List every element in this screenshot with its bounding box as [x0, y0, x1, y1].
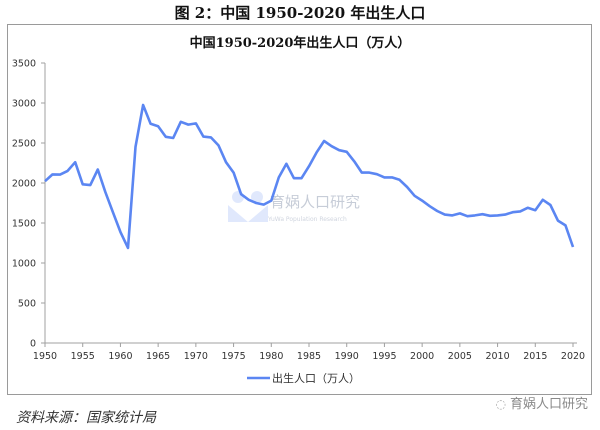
y-tick-label: 3500 [12, 59, 36, 70]
y-tick-label: 1500 [12, 219, 36, 230]
x-tick-label: 1965 [146, 351, 170, 362]
y-tick-label: 3000 [12, 99, 36, 110]
x-tick-label: 2000 [410, 351, 434, 362]
y-tick-label: 500 [18, 299, 36, 310]
bottom-watermark-text: 育娲人口研究 [509, 397, 588, 412]
chart-frame [7, 24, 592, 395]
series-line-births [44, 103, 575, 250]
x-tick-label: 1995 [372, 351, 396, 362]
x-tick-label: 1975 [221, 351, 245, 362]
center-watermark: 育娲人口研究 YuWa Population Research [228, 191, 360, 223]
chart-title: 中国1950-2020年出生人口（万人） [190, 35, 411, 51]
watermark-subtext: YuWa Population Research [267, 216, 347, 223]
x-tick-label: 1980 [259, 351, 283, 362]
x-tick-label: 1985 [297, 351, 321, 362]
x-tick-label: 2005 [448, 351, 472, 362]
x-tick-label: 2020 [561, 351, 585, 362]
wechat-icon: ◌ [495, 397, 506, 411]
y-tick-label: 0 [30, 339, 36, 350]
x-tick-label: 1950 [33, 351, 57, 362]
y-tick-label: 2500 [12, 139, 36, 150]
x-tick-label: 1960 [108, 351, 132, 362]
x-tick-label: 1990 [335, 351, 359, 362]
watermark-text: 育娲人口研究 [270, 193, 360, 211]
axes: 0 500 1000 1500 2000 2500 3000 3500 1950 1955 1960… [12, 59, 585, 363]
x-tick-label: 1955 [71, 351, 95, 362]
x-tick-label: 2015 [523, 351, 547, 362]
y-tick-label: 2000 [12, 179, 36, 190]
figure-caption: 图 2：中国 1950-2020 年出生人口 [174, 4, 426, 22]
x-tick-label: 1970 [184, 351, 208, 362]
y-tick-label: 1000 [12, 259, 36, 270]
legend-label: 出生人口（万人） [272, 371, 360, 385]
watermark-logo-icon [228, 191, 268, 222]
bottom-watermark: ◌ 育娲人口研究 [496, 393, 589, 412]
source-note: 资料来源：国家统计局 [16, 410, 156, 426]
legend: 出生人口（万人） [247, 371, 360, 385]
x-tick-label: 2010 [485, 351, 509, 362]
